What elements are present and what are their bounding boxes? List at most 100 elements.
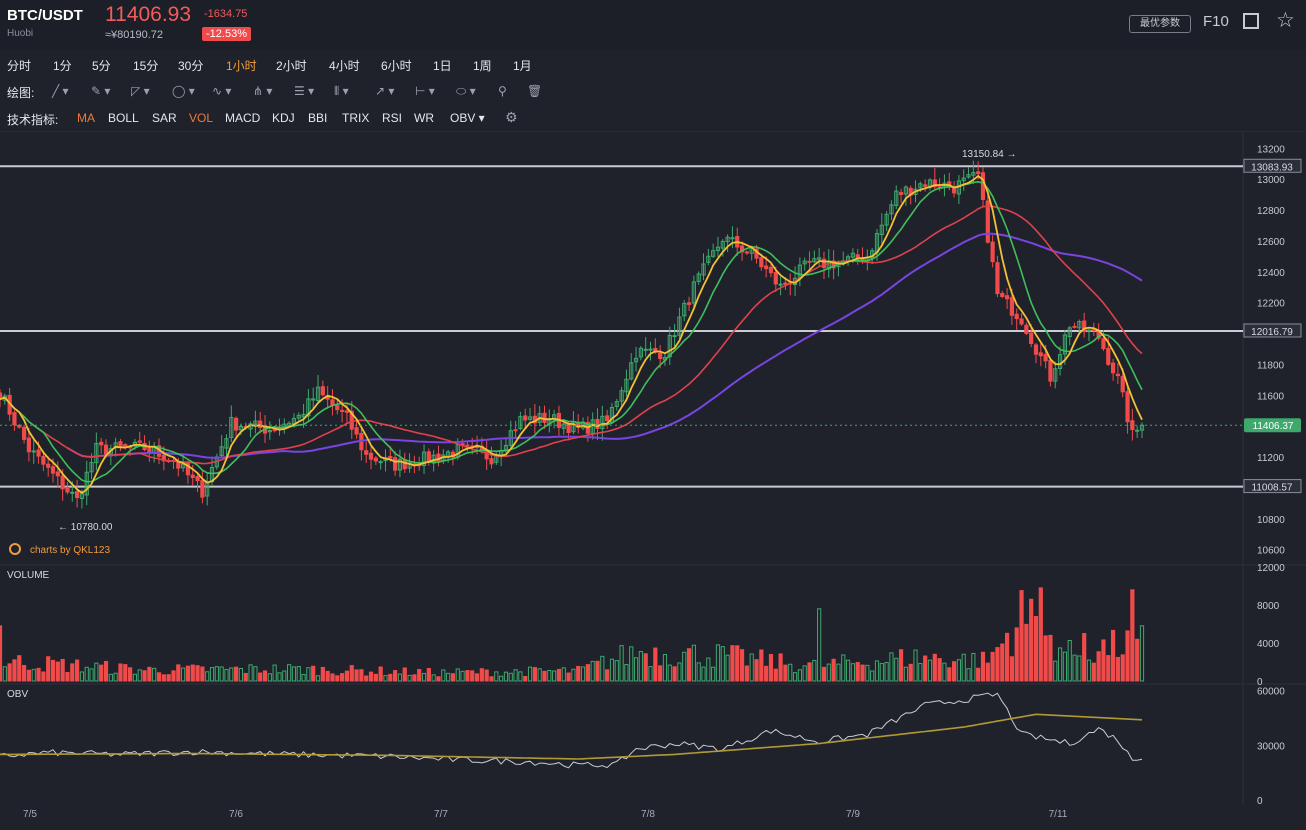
volume-bar (364, 675, 369, 682)
volume-bar (908, 663, 913, 682)
volume-bar (446, 672, 451, 682)
timeframe-1[interactable]: 1分 (53, 59, 72, 73)
arrow-tool-icon[interactable]: ↗ ▾ (375, 84, 395, 98)
volume-bar (1115, 656, 1121, 682)
volume-bar (879, 663, 884, 682)
indicator-bbi[interactable]: BBI (308, 111, 328, 125)
clear-tool-icon[interactable]: ⚲ (498, 84, 507, 98)
candle-body (658, 352, 663, 360)
indicator-kdj[interactable]: KDJ (272, 111, 295, 125)
candle-body (388, 455, 393, 459)
candle-body (74, 491, 80, 499)
volume-bar (253, 666, 258, 682)
indicator-wr[interactable]: WR (414, 111, 434, 125)
volume-bar (672, 666, 677, 682)
timeframe-bar: 分时 1分 5分 15分 30分 1小时 2小时 4小时 6小时 1日 1周 1月 (0, 50, 1306, 78)
timeframe-10[interactable]: 1周 (473, 59, 492, 73)
gear-icon[interactable]: ⚙ (505, 109, 518, 125)
candle-body (961, 177, 966, 182)
volume-bar (1038, 587, 1043, 682)
candle-body (1101, 338, 1106, 350)
volume-bar (79, 671, 85, 682)
indicator-vol[interactable]: VOL (189, 111, 214, 125)
star-icon[interactable]: ☆ (1276, 9, 1295, 32)
measure-tool-icon[interactable]: ⊢ ▾ (415, 84, 435, 98)
volume-bar (296, 666, 301, 682)
volume-bar (1072, 654, 1077, 682)
triangle-tool-icon[interactable]: ◸ ▾ (131, 84, 150, 98)
line-tool-icon[interactable]: ╱ ▾ (52, 84, 69, 98)
volume-bar (373, 673, 378, 682)
candle-body (94, 442, 99, 464)
candle-body (344, 410, 350, 413)
volume-bar (272, 664, 277, 682)
candle-body (17, 424, 22, 428)
indicator-boll[interactable]: BOLL (108, 111, 139, 125)
timeframe-7[interactable]: 4小时 (329, 59, 360, 73)
trash-icon[interactable]: 🗑 (527, 84, 543, 98)
volume-bar (340, 673, 345, 682)
timeframe-8[interactable]: 6小时 (381, 59, 412, 73)
volume-bar (74, 659, 80, 682)
volume-bar (397, 673, 403, 682)
timeframe-2[interactable]: 5分 (92, 59, 111, 73)
timeframe-5[interactable]: 1小时 (226, 59, 257, 73)
candle-body (739, 245, 745, 253)
volume-bar (234, 666, 239, 682)
volume-bar (735, 645, 740, 682)
indicator-rsi[interactable]: RSI (382, 111, 403, 125)
volume-bar (595, 660, 600, 682)
timeframe-9[interactable]: 1日 (433, 59, 452, 73)
volume-bar (609, 658, 615, 682)
volume-tick-label: 4000 (1257, 639, 1280, 650)
best-params-button[interactable]: 最优参数 (1129, 15, 1191, 33)
pattern-tool-icon[interactable]: ⋔ ▾ (253, 84, 273, 98)
wave-tool-icon[interactable]: ∿ ▾ (212, 84, 232, 98)
timeframe-0[interactable]: 分时 (7, 59, 32, 73)
timeframe-4[interactable]: 30分 (178, 59, 204, 73)
volume-bar (605, 669, 610, 682)
indicator-macd[interactable]: MACD (225, 111, 261, 125)
indicator-obv[interactable]: OBV ▾ (450, 111, 485, 125)
channel-tool-icon[interactable]: ⦀ ▾ (334, 84, 349, 98)
drawing-label: 绘图: (7, 86, 35, 100)
volume-bar (1000, 643, 1005, 682)
timeframe-6[interactable]: 2小时 (276, 59, 307, 73)
candle-body (1019, 318, 1024, 325)
pair-symbol[interactable]: BTC/USDT (7, 7, 83, 24)
fullscreen-icon[interactable] (1243, 13, 1259, 29)
volume-bar (990, 651, 995, 682)
fib-tool-icon[interactable]: ☰ ▾ (294, 84, 315, 98)
candle-body (41, 456, 46, 465)
volume-bar (301, 673, 306, 682)
volume-bar (633, 657, 639, 682)
volume-bar (185, 665, 191, 682)
price-chart[interactable]: 1060010800110001120011400116001180012000… (0, 131, 1306, 830)
obv-line (0, 692, 1143, 769)
volume-bar (754, 659, 759, 682)
pen-tool-icon[interactable]: ✎ ▾ (91, 84, 111, 98)
volume-bar (282, 670, 287, 682)
indicator-trix[interactable]: TRIX (342, 111, 370, 125)
volume-bar (923, 655, 928, 682)
timeframe-11[interactable]: 1月 (513, 59, 532, 73)
volume-bar (262, 670, 268, 682)
candle-body (518, 416, 523, 430)
candle-body (720, 240, 725, 249)
candle-body (807, 260, 812, 263)
volume-bar (474, 673, 480, 682)
candle-body (272, 429, 277, 432)
volume-bar (41, 671, 46, 682)
circle-tool-icon[interactable]: ◯ ▾ (172, 84, 195, 98)
volume-bar (311, 665, 316, 682)
timeframe-3[interactable]: 15分 (133, 59, 159, 73)
label-tool-icon[interactable]: ⬭ ▾ (456, 84, 476, 98)
indicator-sar[interactable]: SAR (152, 111, 177, 125)
candle-body (1072, 325, 1077, 328)
f10-button[interactable]: F10 (1203, 13, 1229, 30)
candle-body (1120, 375, 1125, 393)
indicator-ma[interactable]: MA (77, 111, 95, 125)
candle-body (1077, 321, 1082, 329)
volume-bar (484, 669, 489, 682)
volume-bar (662, 654, 668, 682)
